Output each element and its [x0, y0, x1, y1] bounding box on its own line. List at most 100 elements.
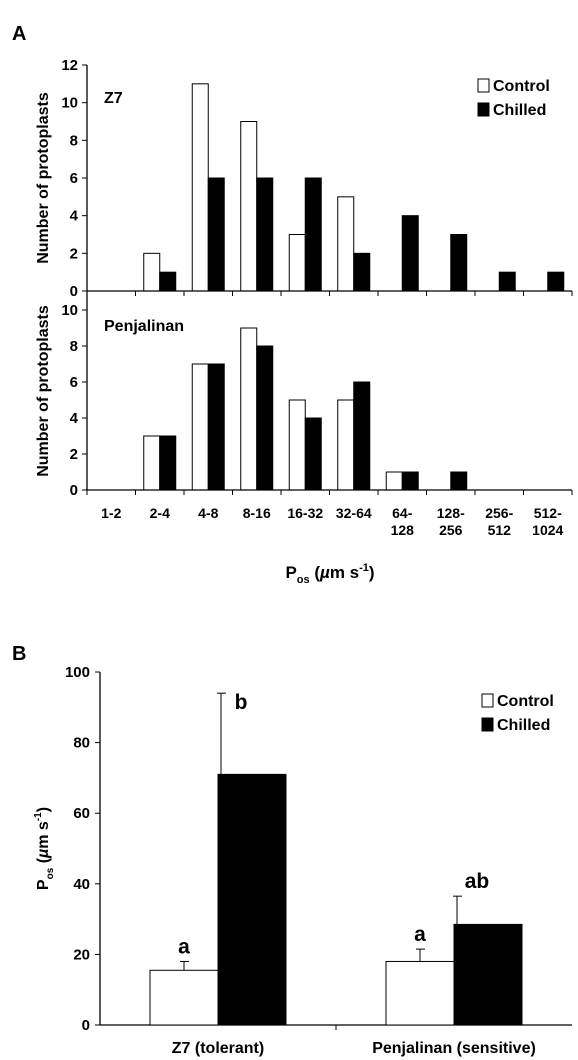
bar-control-2-4 — [143, 252, 161, 292]
bar-control-8-16 — [240, 121, 258, 292]
x-tick-label: 256- — [485, 505, 513, 521]
bar-control-8-16 — [240, 327, 258, 491]
bar-chilled-128-256 — [450, 471, 468, 491]
y-tick-label: 8 — [70, 132, 78, 149]
x-tick-label: 512- — [534, 505, 562, 521]
y-label-paren-close: ) — [35, 807, 52, 812]
y-axis-label: Pos (µm s-1) — [33, 807, 56, 890]
bar-chilled-4-8 — [207, 363, 225, 491]
legend-label-chilled: Chilled — [493, 102, 546, 119]
significance-label: a — [178, 935, 190, 958]
y-label-paren: ( — [35, 857, 52, 867]
bar-chilled-16-32 — [304, 417, 322, 491]
x-label-paren-close: ) — [369, 563, 375, 582]
bar-control-16-32 — [288, 234, 306, 292]
bar-chilled-128-256 — [450, 234, 468, 292]
y-tick-label: 6 — [70, 374, 78, 391]
y-tick-label: 10 — [61, 302, 78, 319]
y-tick-label: 40 — [73, 876, 90, 893]
bar-chilled-16-32 — [304, 177, 322, 292]
bar-control-0 — [149, 969, 219, 1026]
panel-a-penjalinan-histogram: 0 2 4 6 8 10 Number of protoplasts Penjalinan — [35, 292, 468, 499]
y-tick-label: 20 — [73, 946, 90, 963]
y-tick-label: 0 — [82, 1017, 90, 1034]
significance-label: ab — [465, 870, 490, 893]
y-axis-label: Number of protoplasts — [35, 92, 52, 264]
x-label-unit: m s — [330, 563, 359, 582]
subplot-label: Penjalinan — [104, 318, 184, 335]
subplot-label: Z7 — [104, 90, 123, 107]
x-label-sup: -1 — [359, 562, 369, 574]
bar-chilled-2-4 — [159, 435, 177, 491]
bar-chilled-8-16 — [256, 177, 274, 292]
y-tick-label: 10 — [61, 95, 78, 112]
bar-control-16-32 — [288, 399, 306, 491]
y-tick-label: 80 — [73, 735, 90, 752]
legend-label-chilled: Chilled — [497, 717, 550, 734]
legend-swatch-chilled — [477, 102, 490, 117]
x-tick-label: 32-64 — [336, 505, 372, 521]
y-tick-label: 6 — [70, 170, 78, 187]
x-tick-label: 128 — [391, 522, 415, 538]
legend-label-control: Control — [497, 693, 554, 710]
bar-chilled-1 — [453, 923, 523, 1026]
y-tick-label: 4 — [70, 410, 79, 427]
bar-chilled-32-64 — [353, 252, 371, 292]
bar-chilled-512-1024 — [547, 271, 565, 292]
bar-chilled-64-128 — [401, 215, 419, 292]
y-label-sub: os — [45, 867, 56, 879]
legend-swatch-chilled — [481, 717, 494, 732]
x-tick-label: 128- — [437, 505, 465, 521]
x-tick-label: 4-8 — [198, 505, 218, 521]
x-tick-label: 256 — [439, 522, 463, 538]
bar-chilled-64-128 — [401, 471, 419, 491]
bar-chilled-2-4 — [159, 271, 177, 292]
significance-label: a — [414, 923, 426, 946]
bar-control-32-64 — [337, 399, 355, 491]
y-label-main: P — [35, 879, 52, 890]
y-tick-label: 2 — [70, 446, 78, 463]
bar-control-1 — [385, 960, 455, 1026]
bar-control-32-64 — [337, 196, 355, 292]
x-label-main: P — [285, 563, 296, 582]
legend-swatch-control — [477, 78, 490, 93]
x-tick-label: 16-32 — [287, 505, 323, 521]
bar-chilled-256-512 — [498, 271, 516, 292]
y-tick-label: 0 — [70, 283, 78, 300]
x-axis-label: Pos (µm s-1) — [285, 562, 374, 586]
bar-chilled-32-64 — [353, 381, 371, 491]
x-tick-label: Z7 (tolerant) — [172, 1040, 264, 1057]
x-tick-label: 8-16 — [243, 505, 271, 521]
bar-chilled-0 — [217, 773, 287, 1026]
panel-a-shared-axes: A1-2 2-4 4-8 8-16 16-32 32-64 64-128128-256256… — [12, 23, 573, 586]
y-label-mu: µ — [35, 849, 52, 859]
panel-label-b: B — [12, 643, 26, 665]
y-tick-label: 8 — [70, 338, 78, 355]
bar-chilled-4-8 — [207, 177, 225, 292]
y-label-sup: -1 — [33, 812, 44, 821]
panel-label-a: A — [12, 23, 26, 45]
bar-chilled-8-16 — [256, 345, 274, 491]
x-tick-label: 64- — [392, 505, 413, 521]
y-tick-label: 4 — [70, 208, 79, 225]
legend-label-control: Control — [493, 78, 550, 95]
x-tick-label: Penjalinan (sensitive) — [372, 1040, 536, 1057]
bar-control-4-8 — [191, 83, 209, 292]
bar-control-64-128 — [385, 471, 403, 491]
y-tick-label: 100 — [65, 664, 90, 681]
y-tick-label: 0 — [70, 482, 78, 499]
y-tick-label: 2 — [70, 245, 78, 262]
x-tick-label: 2-4 — [150, 505, 170, 521]
x-label-sub: os — [297, 574, 310, 586]
y-tick-label: 12 — [61, 57, 78, 74]
y-tick-label: 60 — [73, 805, 90, 822]
bar-control-4-8 — [191, 363, 209, 491]
x-tick-label: 512 — [488, 522, 512, 538]
significance-label: b — [235, 691, 248, 714]
y-label-unit: m s — [35, 821, 52, 849]
legend-swatch-control — [481, 693, 494, 708]
x-label-paren: ( — [310, 563, 321, 582]
y-axis-label: Number of protoplasts — [35, 305, 52, 477]
